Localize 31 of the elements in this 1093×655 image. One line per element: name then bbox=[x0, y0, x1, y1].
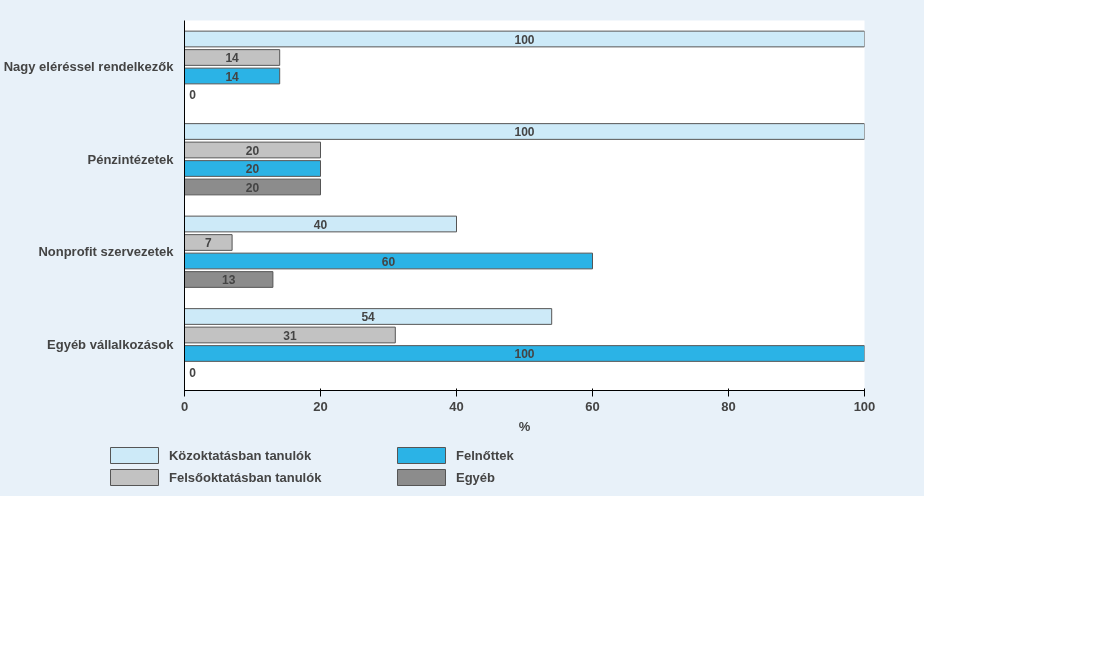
x-tick-label: 20 bbox=[313, 398, 328, 414]
data-label: 100 bbox=[514, 347, 535, 361]
y-tick-label: Nagy eléréssel rendelkezők bbox=[3, 59, 175, 75]
data-label: 14 bbox=[225, 69, 240, 84]
data-label: 13 bbox=[222, 273, 236, 287]
legend-label: Egyéb bbox=[455, 469, 496, 485]
legend-label: Felsőoktatásban tanulók bbox=[168, 469, 323, 485]
x-tick-label: 60 bbox=[585, 398, 600, 414]
data-label: 54 bbox=[361, 310, 376, 324]
x-tick-label: 100 bbox=[853, 398, 876, 414]
data-label: 40 bbox=[313, 217, 328, 232]
y-tick-label: Egyéb vállalkozások bbox=[47, 336, 175, 352]
x-tick-label: 0 bbox=[180, 398, 189, 414]
data-label: 0 bbox=[189, 365, 197, 380]
data-label: 20 bbox=[245, 143, 260, 158]
data-label: 100 bbox=[514, 125, 535, 139]
data-label: 0 bbox=[189, 88, 197, 102]
y-tick-label: Nonprofit szervezetek bbox=[38, 244, 175, 260]
data-label: 31 bbox=[283, 328, 297, 343]
data-label: 100 bbox=[514, 32, 535, 47]
legend-label: Közoktatásban tanulók bbox=[168, 447, 313, 463]
data-label: 60 bbox=[381, 254, 396, 269]
x-tick-label: 80 bbox=[721, 398, 736, 414]
data-label: 14 bbox=[225, 51, 240, 65]
x-tick-label: 40 bbox=[449, 398, 464, 414]
data-label: 20 bbox=[245, 162, 260, 176]
data-label: 20 bbox=[245, 180, 260, 195]
data-label: 7 bbox=[204, 236, 212, 250]
legend-label: Felnőttek bbox=[455, 447, 515, 463]
x-axis-title: % bbox=[518, 418, 531, 434]
y-tick-label: Pénzintézetek bbox=[87, 151, 175, 167]
